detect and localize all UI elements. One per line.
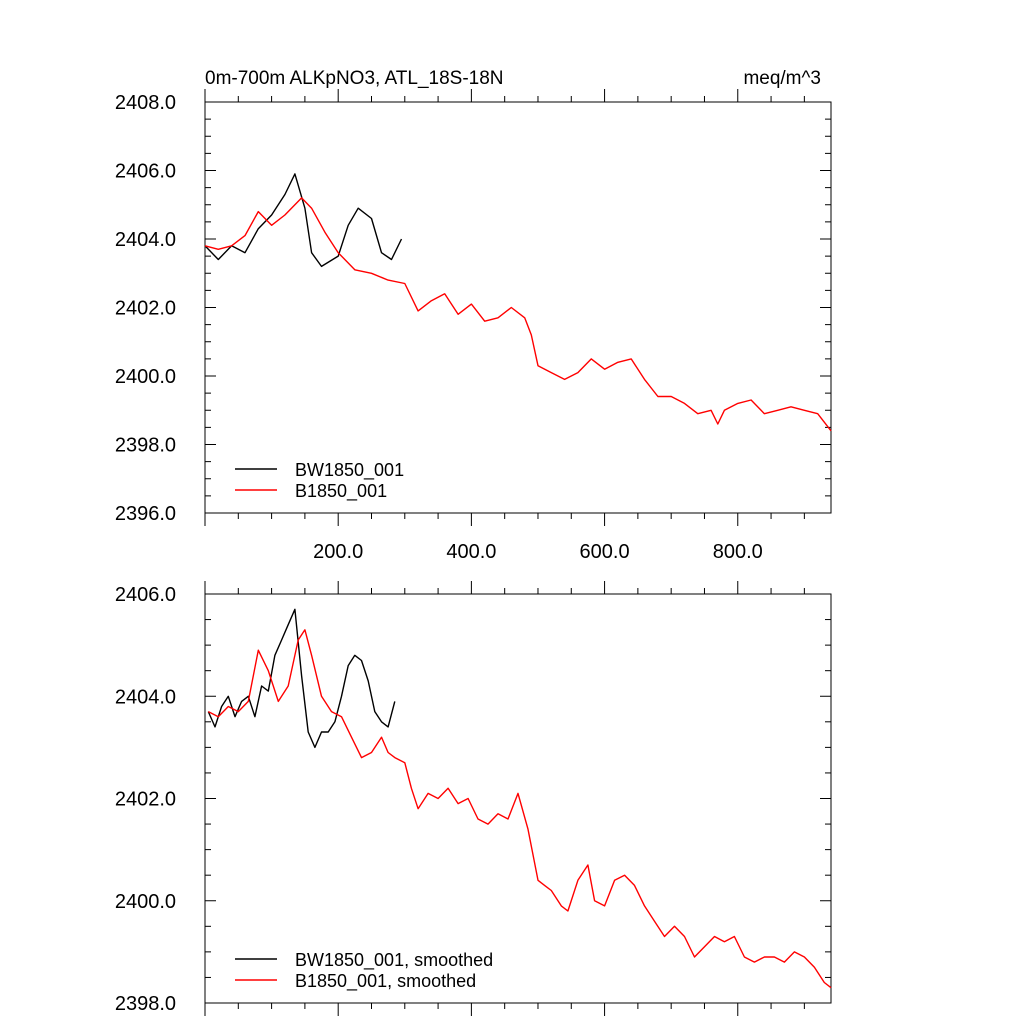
- x-tick-label: 200.0: [313, 541, 363, 563]
- y-tick-label: 2404.0: [115, 229, 176, 251]
- y-tick-label: 2398.0: [115, 435, 176, 457]
- x-tick-label: 800.0: [713, 541, 763, 563]
- y-tick-label: 2406.0: [115, 584, 176, 606]
- y-tick-label: 2396.0: [115, 503, 176, 525]
- y-tick-label: 2408.0: [115, 92, 176, 114]
- y-tick-label: 2402.0: [115, 789, 176, 811]
- chart-title: 0m-700m ALKpNO3, ATL_18S-18N: [205, 68, 504, 89]
- y-tick-label: 2400.0: [115, 891, 176, 913]
- units-label: meq/m^3: [743, 68, 821, 89]
- x-tick-label: 400.0: [446, 541, 496, 563]
- legend-label: B1850_001: [295, 481, 387, 502]
- legend-label: BW1850_001: [295, 460, 404, 481]
- series-line-black: [207, 608, 396, 749]
- y-tick-label: 2404.0: [115, 686, 176, 708]
- y-tick-label: 2402.0: [115, 298, 176, 320]
- series-line-red: [204, 197, 832, 432]
- panel-top: 2396.0 2398.0 2400.0 2402.0 2404.0 2406.0 2408…: [115, 68, 832, 563]
- series-line-black: [204, 173, 403, 268]
- legend-label: BW1850_001, smoothed: [295, 950, 493, 971]
- y-tick-label: 2406.0: [115, 161, 176, 183]
- panel-bottom: 2398.0 2400.0 2402.0 2404.0 2406.0 BW1850_001…: [115, 581, 832, 1016]
- plot-frame: [204, 101, 832, 514]
- y-tick-label: 2400.0: [115, 366, 176, 388]
- x-tick-label: 600.0: [580, 541, 630, 563]
- y-tick-label: 2398.0: [115, 993, 176, 1015]
- series-line-red: [207, 629, 832, 989]
- legend-label: B1850_001, smoothed: [295, 971, 476, 992]
